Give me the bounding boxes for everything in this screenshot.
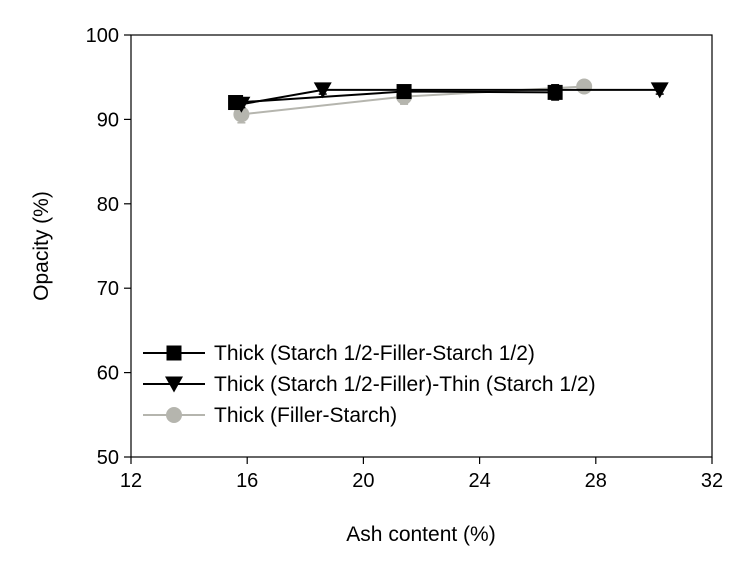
legend-marker [165, 376, 183, 393]
series [233, 78, 593, 124]
legend-label: Thick (Starch 1/2-Filler)-Thin (Starch 1… [214, 373, 596, 396]
legend-entry: Thick (Starch 1/2-Filler-Starch 1/2) [143, 342, 535, 365]
data-point [547, 84, 563, 100]
x-tick-label: 32 [701, 470, 723, 492]
legend-marker [166, 407, 182, 423]
legend-marker [166, 345, 182, 361]
x-tick-label: 28 [585, 470, 607, 492]
x-axis-title: Ash content (%) [346, 523, 495, 546]
plot-frame [130, 34, 713, 458]
data-point [313, 82, 332, 99]
y-tick-label: 60 [97, 363, 119, 385]
y-tick-label: 80 [97, 194, 119, 216]
y-tick-label: 100 [86, 25, 119, 47]
legend-label: Thick (Filler-Starch) [214, 404, 397, 427]
y-tick-label: 70 [97, 278, 119, 300]
legend-label: Thick (Starch 1/2-Filler-Starch 1/2) [214, 342, 535, 365]
data-point [576, 78, 593, 95]
x-tick-label: 12 [120, 470, 142, 492]
x-tick-label: 20 [352, 470, 374, 492]
y-tick-label: 90 [97, 109, 119, 131]
data-point [396, 84, 412, 100]
x-tick-label: 24 [468, 470, 490, 492]
series [228, 84, 563, 111]
data-point [650, 82, 669, 99]
y-tick-label: 50 [97, 447, 119, 469]
data-point [233, 106, 250, 123]
y-axis-title: Opacity (%) [30, 191, 53, 301]
data-point [228, 95, 244, 111]
legend-entry: Thick (Filler-Starch) [143, 404, 397, 427]
x-tick-label: 16 [236, 470, 258, 492]
legend-entry: Thick (Starch 1/2-Filler)-Thin (Starch 1… [143, 373, 596, 396]
